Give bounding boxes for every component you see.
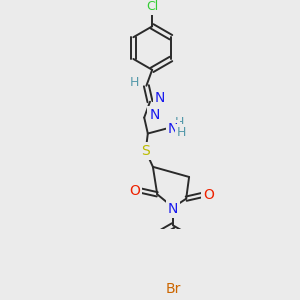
Text: N: N — [168, 202, 178, 216]
Text: Cl: Cl — [146, 0, 158, 13]
Text: S: S — [141, 144, 150, 158]
Text: N: N — [168, 122, 178, 136]
Text: O: O — [203, 188, 214, 202]
Text: H: H — [130, 76, 140, 89]
Text: N: N — [149, 108, 160, 122]
Text: N: N — [155, 91, 165, 105]
Text: O: O — [129, 184, 140, 198]
Text: Br: Br — [166, 282, 181, 296]
Text: H: H — [175, 116, 184, 129]
Text: H: H — [177, 126, 187, 139]
